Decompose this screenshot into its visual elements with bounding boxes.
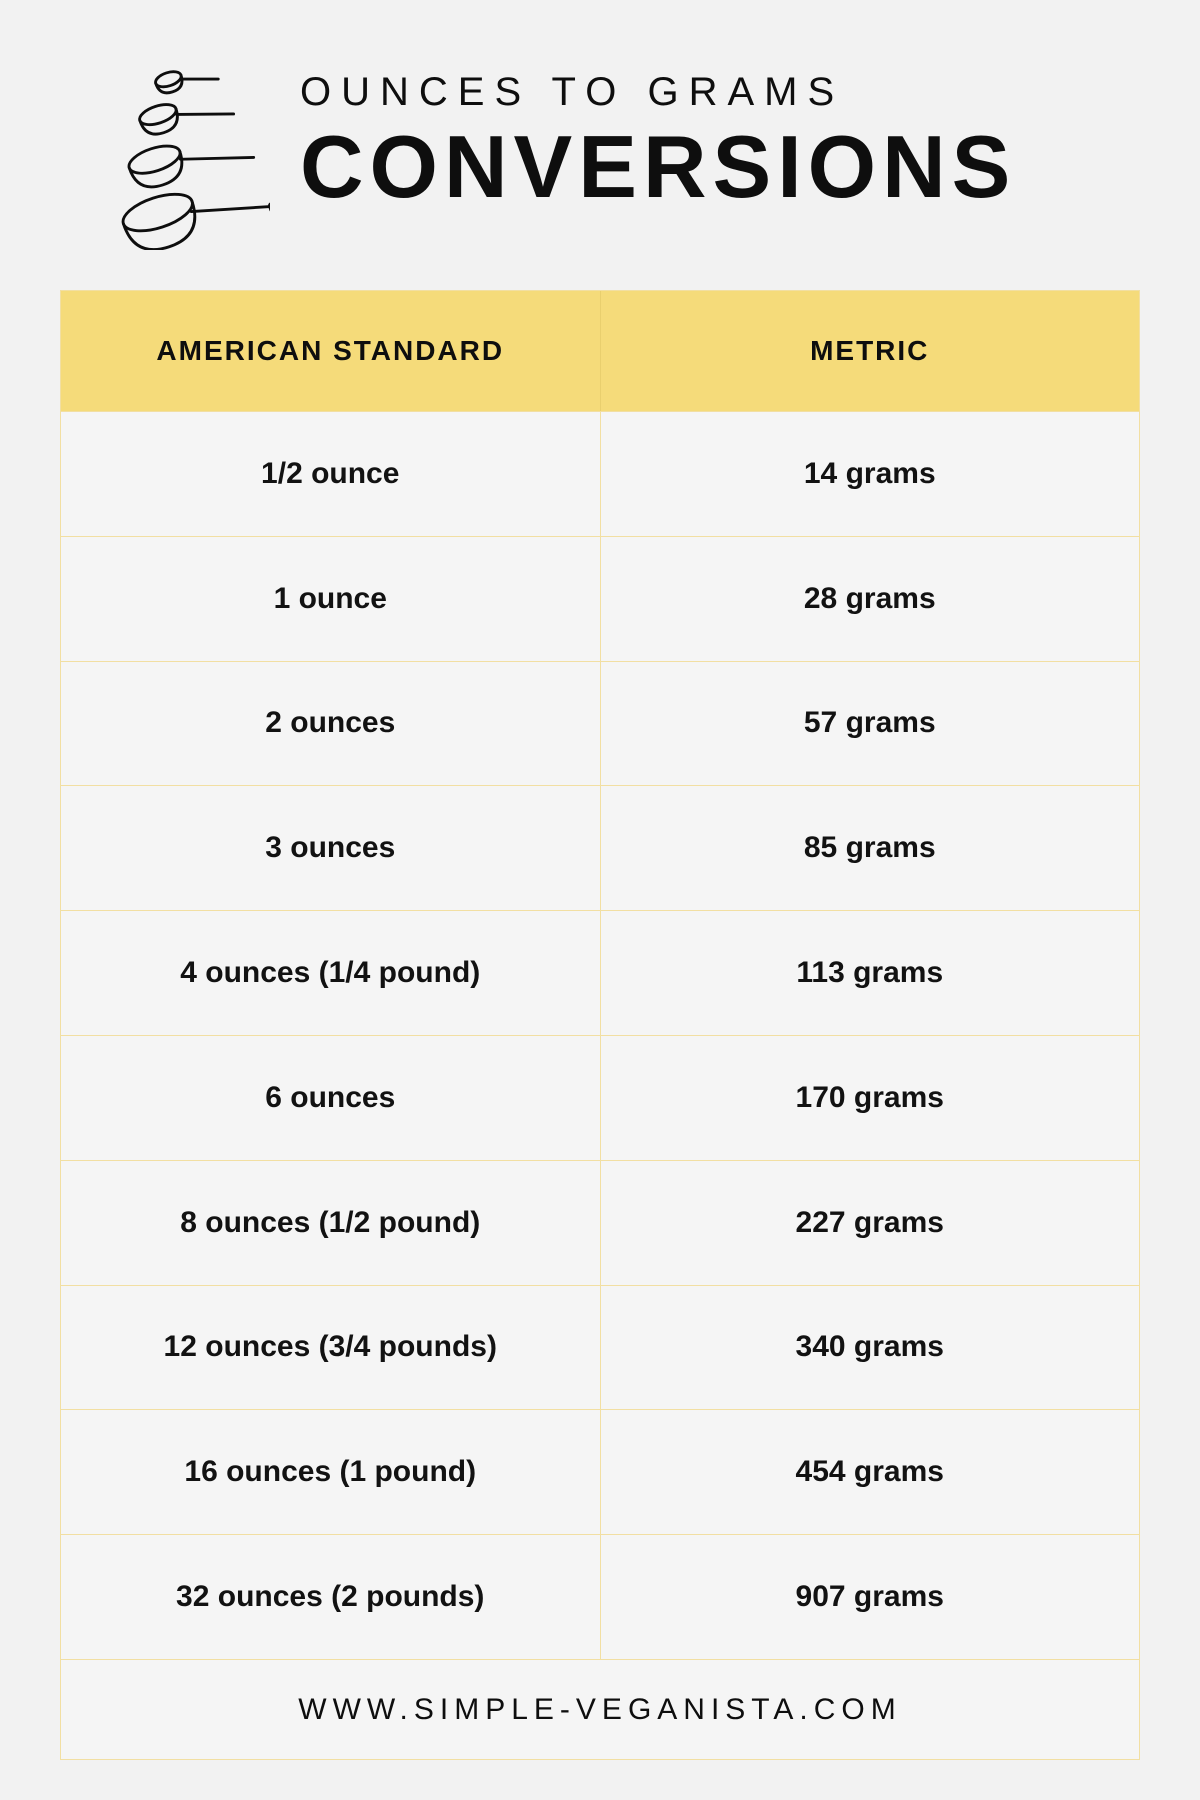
column-header-american: AMERICAN STANDARD	[61, 291, 600, 411]
column-header-metric: METRIC	[600, 291, 1140, 411]
conversion-table: AMERICAN STANDARD METRIC 1/2 ounce14 gra…	[60, 290, 1140, 1760]
table-cell: 907 grams	[600, 1535, 1140, 1659]
table-cell: 28 grams	[600, 537, 1140, 661]
header: OUNCES TO GRAMS CONVERSIONS	[60, 60, 1140, 250]
pretitle: OUNCES TO GRAMS	[300, 70, 1140, 115]
table-cell: 3 ounces	[61, 786, 600, 910]
table-cell: 8 ounces (1/2 pound)	[61, 1161, 600, 1285]
table-cell: 14 grams	[600, 412, 1140, 536]
table-cell: 340 grams	[600, 1286, 1140, 1410]
table-cell: 32 ounces (2 pounds)	[61, 1535, 600, 1659]
table-cell: 113 grams	[600, 911, 1140, 1035]
table-cell: 1 ounce	[61, 537, 600, 661]
table-cell: 227 grams	[600, 1161, 1140, 1285]
table-cell: 170 grams	[600, 1036, 1140, 1160]
page: OUNCES TO GRAMS CONVERSIONS AMERICAN STA…	[0, 0, 1200, 1800]
table-row: 16 ounces (1 pound)454 grams	[61, 1409, 1139, 1534]
title-block: OUNCES TO GRAMS CONVERSIONS	[300, 60, 1140, 211]
main-title: CONVERSIONS	[300, 123, 1140, 211]
table-row: 3 ounces85 grams	[61, 785, 1139, 910]
table-row: 1/2 ounce14 grams	[61, 411, 1139, 536]
table-body: 1/2 ounce14 grams1 ounce28 grams2 ounces…	[61, 411, 1139, 1659]
table-cell: 12 ounces (3/4 pounds)	[61, 1286, 600, 1410]
table-cell: 6 ounces	[61, 1036, 600, 1160]
table-row: 6 ounces170 grams	[61, 1035, 1139, 1160]
measuring-cups-icon	[80, 60, 270, 250]
table-row: 1 ounce28 grams	[61, 536, 1139, 661]
table-cell: 85 grams	[600, 786, 1140, 910]
table-row: 12 ounces (3/4 pounds)340 grams	[61, 1285, 1139, 1410]
table-row: 2 ounces57 grams	[61, 661, 1139, 786]
table-cell: 57 grams	[600, 662, 1140, 786]
table-row: 32 ounces (2 pounds)907 grams	[61, 1534, 1139, 1659]
footer-url: WWW.SIMPLE-VEGANISTA.COM	[61, 1659, 1139, 1759]
table-cell: 16 ounces (1 pound)	[61, 1410, 600, 1534]
table-cell: 2 ounces	[61, 662, 600, 786]
table-header: AMERICAN STANDARD METRIC	[61, 291, 1139, 411]
table-row: 8 ounces (1/2 pound)227 grams	[61, 1160, 1139, 1285]
table-row: 4 ounces (1/4 pound)113 grams	[61, 910, 1139, 1035]
table-cell: 454 grams	[600, 1410, 1140, 1534]
table-cell: 1/2 ounce	[61, 412, 600, 536]
table-cell: 4 ounces (1/4 pound)	[61, 911, 600, 1035]
